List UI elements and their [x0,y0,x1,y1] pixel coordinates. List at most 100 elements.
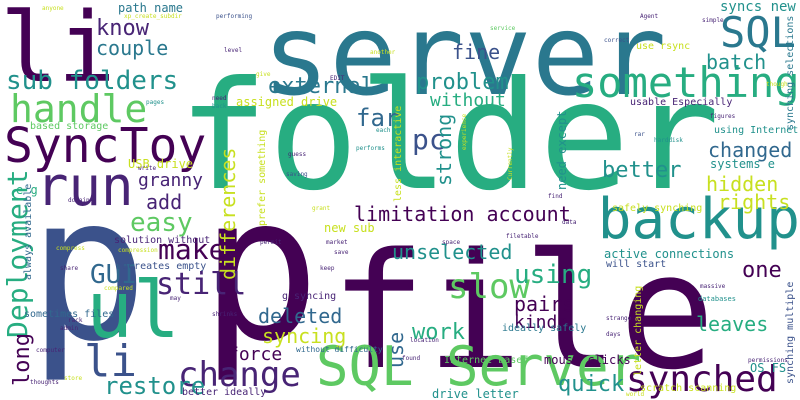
word-though: though [766,82,788,88]
word-without: without [430,92,506,110]
word-write: write [138,166,156,172]
word-leaves: leaves [696,314,768,334]
word-databases: databases [698,296,736,303]
word-without-difficulty: without difficulty [296,346,383,354]
word-anyone: anyone [42,6,64,12]
word-run: run [36,160,134,214]
word-experience: experience [462,114,468,150]
word-prefer-something: prefer something [258,130,268,226]
word-may: may [170,296,181,302]
word-grant: grant [312,206,330,212]
word-guess: guess [288,152,306,158]
word-rack: rack [68,318,82,324]
word-mouse-clicks: mouse clicks [544,354,631,366]
word-safely-synching: safely synching [612,204,702,214]
word-store: store [64,376,82,382]
word-harddisk: harddisk [654,138,683,144]
word-internet-based: Internet based [444,356,528,366]
word-domain: domain [68,198,90,204]
word-compression: compression [118,248,158,254]
word-syncs-new: syncs new [720,0,796,14]
word-currently: Currently [508,147,514,180]
word-each: each [376,128,390,134]
word-give: give [256,72,270,78]
word-limitation-account: limitation account [354,204,571,224]
word-force: force [228,346,282,364]
word-correct: correct [604,38,629,44]
word-keep: keep [320,266,334,272]
word-compress: compress [56,246,85,252]
word-solution-without: solution without [114,236,210,246]
word-level: level [224,48,242,54]
word-back: back [212,104,226,110]
word-better-ideally: better ideally [182,388,266,398]
word-drive-letter: drive letter [432,388,519,400]
word-space: space [442,240,460,246]
word-differences: differences [218,148,238,280]
word-deleted: deleted [258,306,342,326]
word-better: better [602,160,681,182]
word-quick: quick [558,374,624,396]
word-will-start: will start [606,260,666,270]
word-edit: EDIT [330,76,344,82]
word-scratch-scanning: scratch scanning [640,384,736,394]
word-location: location [410,338,439,344]
word-recreates-empty: recreates empty [116,262,206,272]
word-filetable: filetable [506,234,539,240]
word-fine: fine [452,42,500,62]
word-pairs: pairs [514,294,574,314]
word-using: using [514,262,592,288]
word-less-interactive: less interactive [394,106,404,202]
word-new-sub: new sub [324,222,375,234]
word-admin: admin [60,326,78,332]
word-one: one [742,260,782,282]
word-performing: performing [216,14,252,20]
word-add: add [146,192,182,212]
word-usable-especially: usable Especially [630,98,732,108]
word-based-storage: based storage [30,122,108,132]
word-synching-selections: synching selections [786,16,796,130]
word-data: data [562,220,576,226]
word-compared: compared [104,286,133,292]
word-massive: massive [700,284,725,290]
word-computer: computer [36,348,65,354]
word-permit: permit [260,240,282,246]
word-need: need [212,96,226,102]
word-service: service [490,26,515,32]
word-performs: performs [356,146,385,152]
word-always-available: always available [24,184,34,280]
word-days: days [606,332,620,338]
word-pages: pages [146,100,164,106]
word-rar: rar [634,132,645,138]
word-agent: Agent [640,14,658,20]
word-strange: strange [606,316,631,322]
word-saving: saving [286,172,308,178]
word-use-rsync: use rsync [636,42,690,52]
word-find: find [548,194,562,200]
word-thoughts: thoughts [30,380,59,386]
word-synching-multiple: synching multiple [786,282,796,384]
word-letter-changing: letter changing [634,286,644,376]
word-granny: granny [138,172,203,190]
word-ideally-safely: ideally safely [502,324,586,334]
word-permissions: permissions [748,358,788,364]
word-found: found [402,356,420,362]
word-need-except: need except [556,111,568,190]
word-sub-folders: sub folders [6,68,178,94]
word-couple: couple [96,38,168,58]
word-strong: strong [434,114,454,186]
word-g-syncing: g syncing [282,292,336,302]
word-market: market [326,240,348,246]
word-world: world [626,392,644,398]
word-save: save [334,250,348,256]
word-xp-create-subdir: xp_create_subdir [124,14,182,20]
word-simple: simple [702,18,724,24]
word-figures: figures [710,114,735,120]
word-syncing: syncing [262,326,346,346]
word-rights: rights [718,192,790,212]
word-share: share [60,266,78,272]
word-shrinks: shrinks [212,312,237,318]
word-another: another [370,50,395,56]
word-batch: batch [706,52,766,72]
